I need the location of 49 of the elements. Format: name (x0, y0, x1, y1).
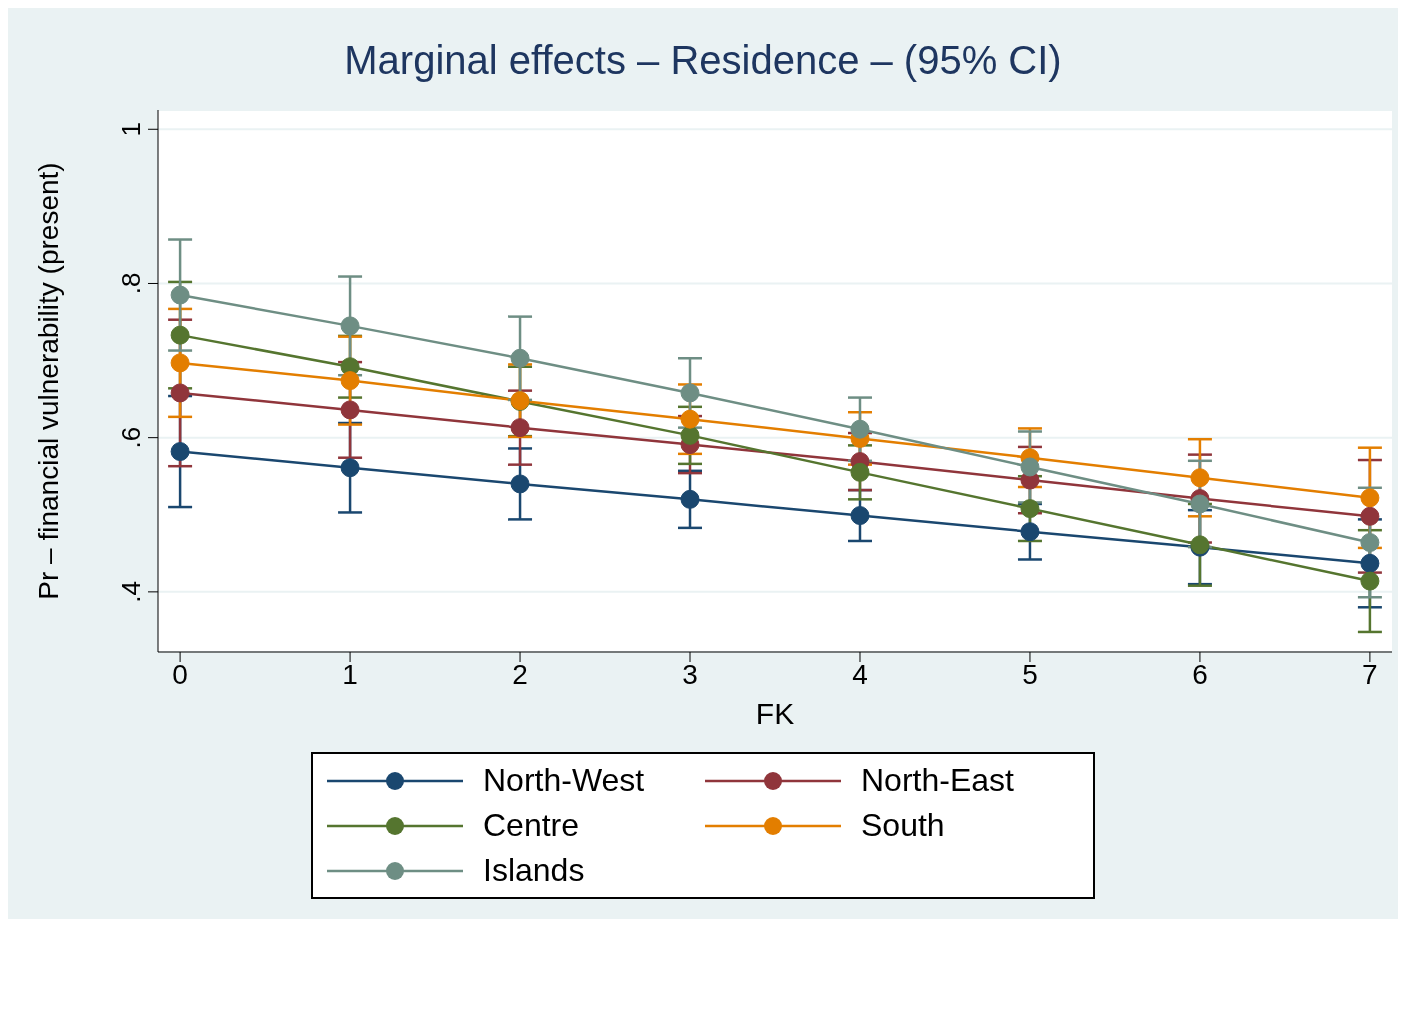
point (680, 383, 700, 403)
x-tick-label: 5 (1022, 658, 1038, 690)
point (680, 425, 700, 445)
y-axis-title: Pr – financial vulnerability (present) (32, 162, 64, 600)
point (1360, 553, 1380, 573)
point (850, 506, 870, 526)
point (340, 316, 360, 336)
point (680, 489, 700, 509)
point (1360, 533, 1380, 553)
point (1190, 494, 1210, 514)
chart-title: Marginal effects – Residence – (95% CI) (343, 37, 1063, 84)
legend-label: North-East (861, 762, 1014, 799)
point (340, 400, 360, 420)
point (510, 418, 530, 438)
x-axis-title: FK (755, 697, 795, 730)
x-tick-label: 4 (852, 658, 868, 690)
legend-label: Centre (483, 807, 580, 844)
y-tick-label: .6 (116, 426, 146, 449)
point (1020, 522, 1040, 542)
point (510, 474, 530, 494)
y-tick-label: .8 (116, 272, 146, 295)
legend-label: South (861, 807, 945, 844)
point (340, 371, 360, 391)
point (170, 383, 190, 403)
point (170, 325, 190, 345)
point (340, 458, 360, 478)
point (170, 285, 190, 305)
point (170, 442, 190, 462)
point (1020, 499, 1040, 519)
x-tick-label: 0 (172, 658, 188, 690)
legend-label: North-West (483, 762, 645, 799)
point (850, 419, 870, 439)
point (510, 348, 530, 368)
point (1360, 488, 1380, 508)
point (1020, 457, 1040, 477)
x-tick-label: 1 (342, 658, 358, 690)
x-tick-label: 2 (512, 658, 528, 690)
y-tick-label: 1 (116, 122, 146, 137)
legend-label: Islands (483, 852, 585, 889)
x-tick-label: 3 (682, 658, 698, 690)
point (170, 353, 190, 373)
x-tick-label: 6 (1192, 658, 1208, 690)
point (680, 409, 700, 429)
y-tick-label: .4 (116, 581, 146, 603)
x-tick-label: 7 (1362, 658, 1378, 690)
point (1190, 468, 1210, 488)
point (850, 462, 870, 482)
point (1360, 506, 1380, 526)
point (1360, 571, 1380, 591)
